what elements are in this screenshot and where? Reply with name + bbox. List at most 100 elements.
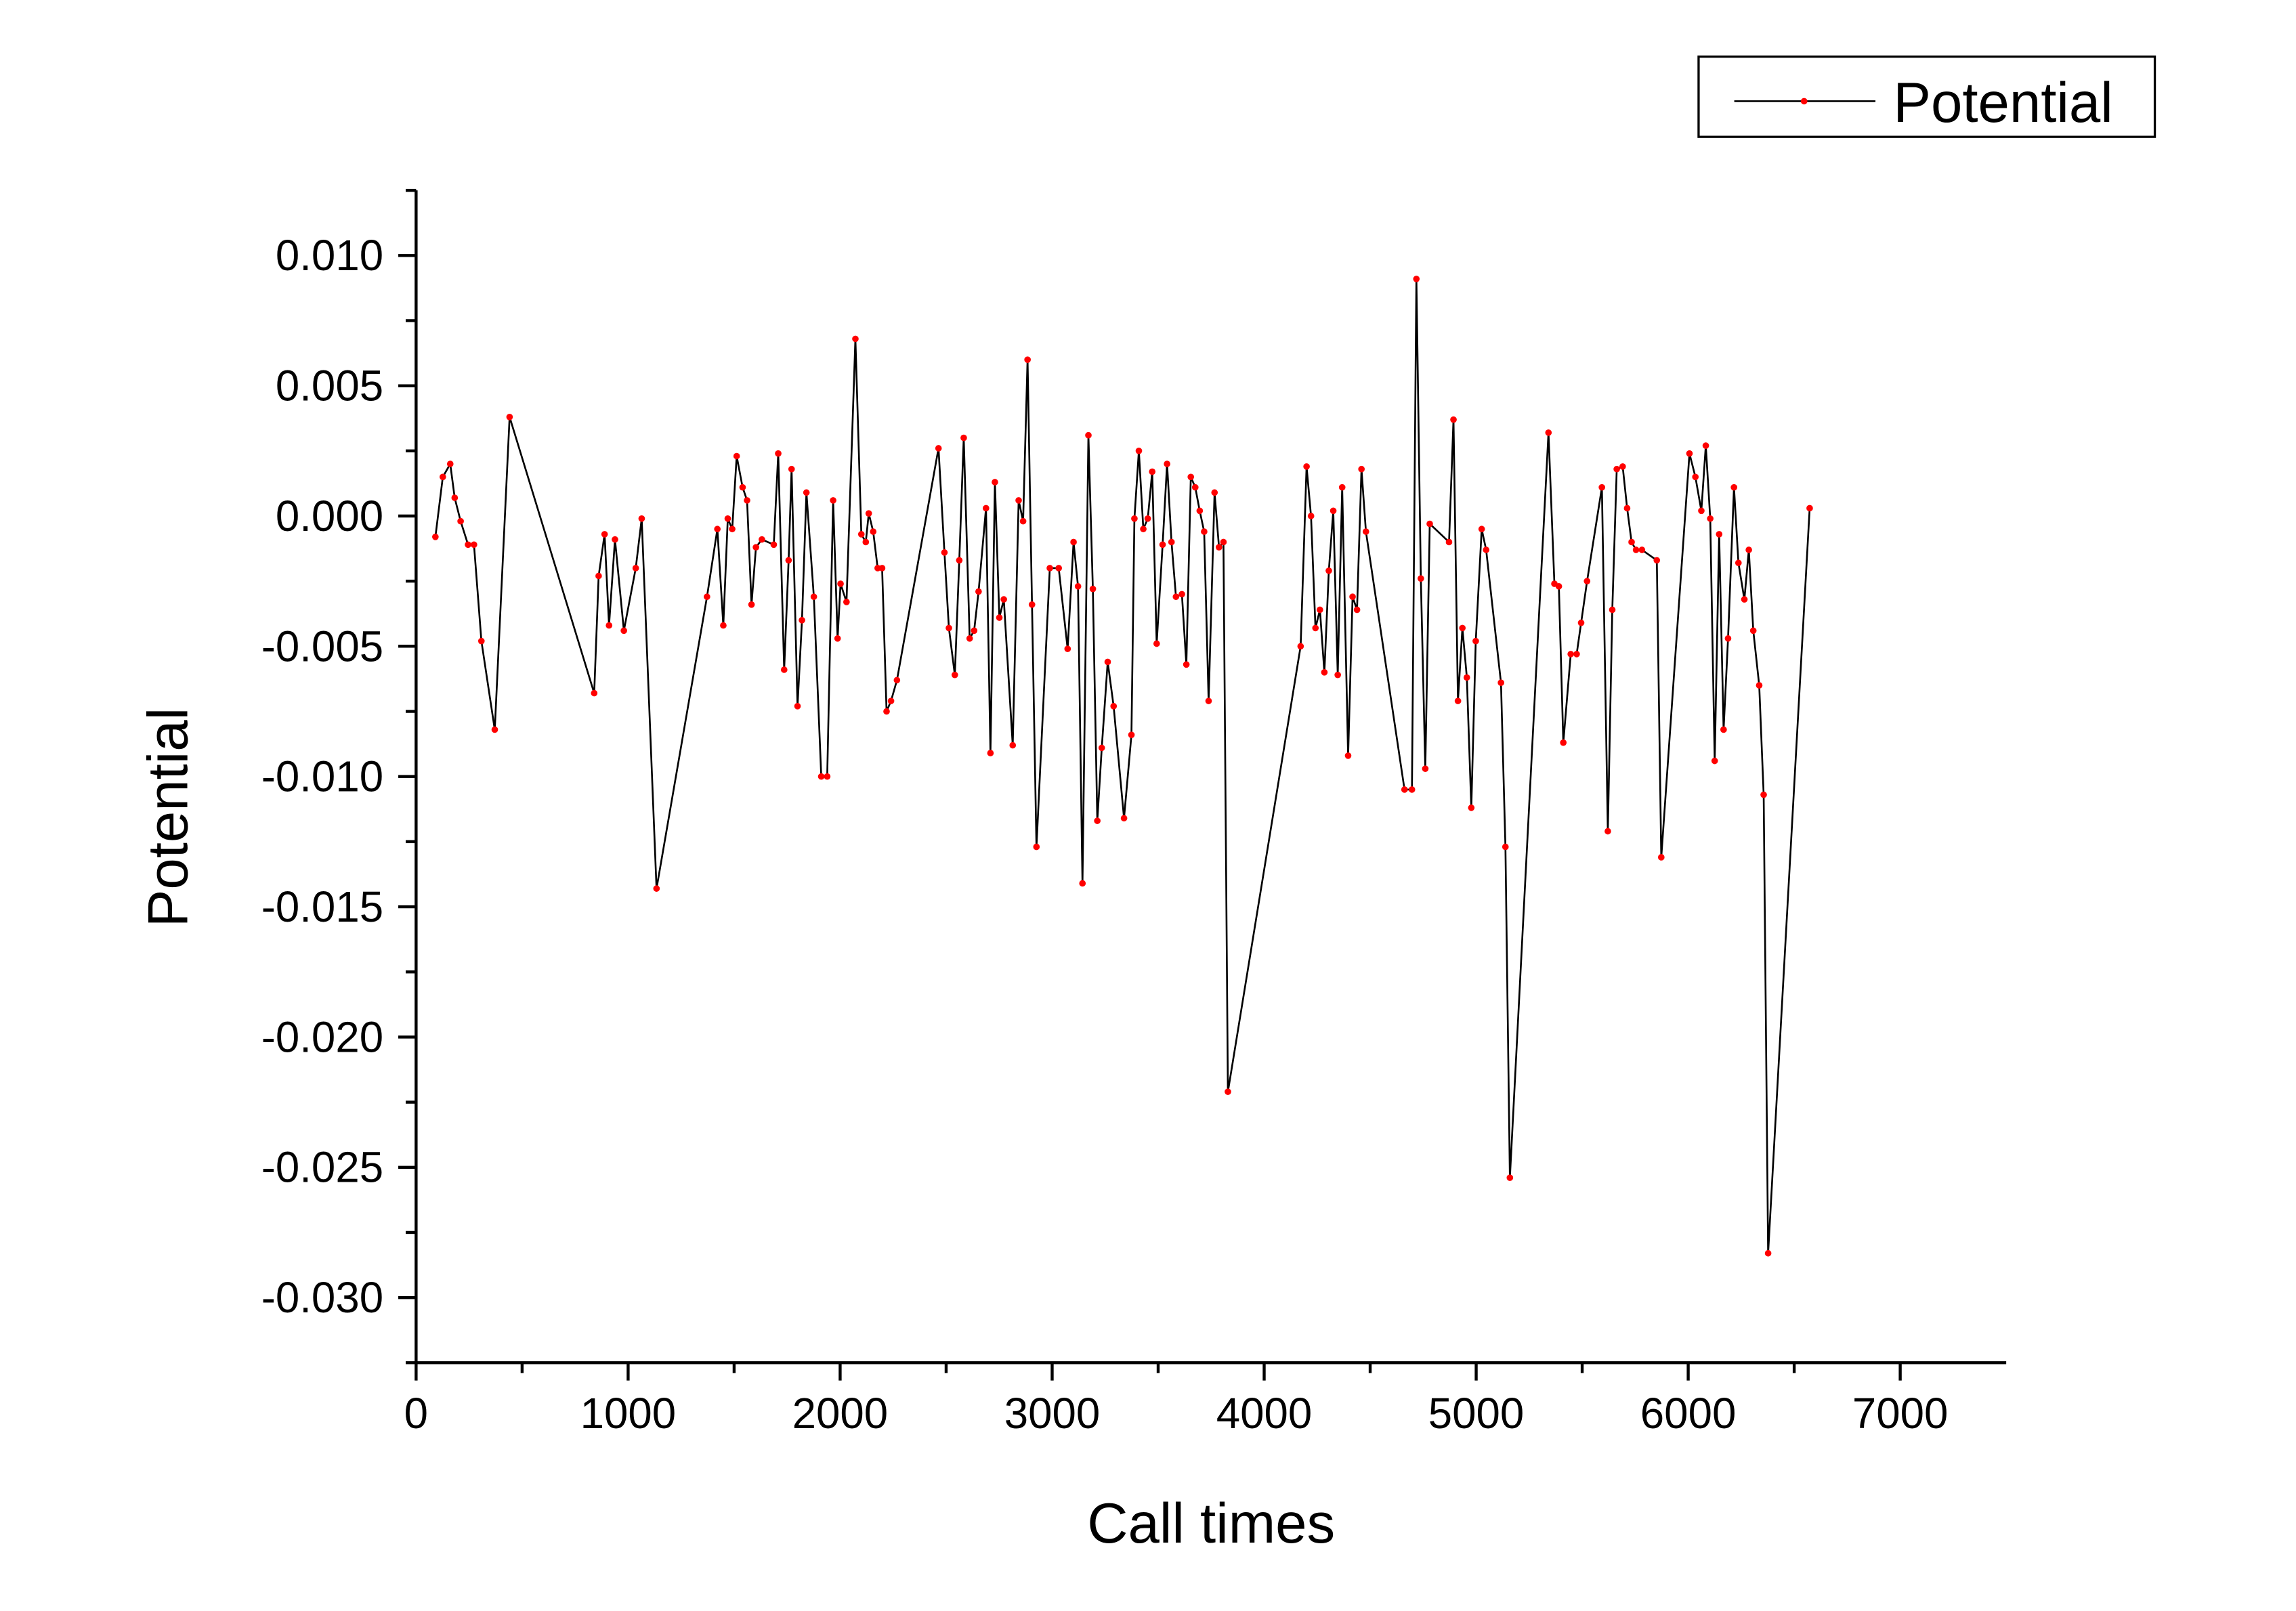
data-point: [506, 413, 513, 421]
data-point: [1015, 497, 1022, 504]
data-point: [1344, 752, 1352, 759]
data-point: [733, 452, 740, 460]
data-point: [432, 533, 439, 540]
data-point: [1653, 557, 1661, 564]
y-axis-title: Potential: [136, 708, 199, 927]
data-point: [1545, 429, 1552, 436]
data-point: [1422, 765, 1429, 772]
data-point: [612, 536, 618, 543]
x-tick-label: 1000: [580, 1390, 677, 1438]
data-point: [1577, 619, 1585, 626]
data-point: [1724, 635, 1732, 642]
legend-box: [1697, 55, 2156, 138]
data-point: [591, 689, 598, 697]
data-point: [1312, 624, 1319, 632]
data-point: [1149, 468, 1156, 475]
data-point: [1089, 585, 1097, 593]
data-point: [1024, 356, 1031, 364]
data-point: [956, 557, 963, 564]
data-point: [1178, 590, 1185, 598]
data-point: [1303, 463, 1310, 470]
data-point: [810, 593, 817, 601]
data-point: [1334, 671, 1341, 679]
data-point: [759, 536, 765, 543]
data-point: [1560, 739, 1567, 746]
data-point: [1692, 473, 1699, 481]
data-point: [799, 617, 805, 624]
plot-area: [432, 276, 1813, 1257]
data-point: [865, 510, 872, 517]
data-point: [1201, 528, 1208, 535]
y-tick-label: 0.000: [276, 492, 383, 540]
data-point: [883, 708, 890, 715]
data-point: [982, 504, 990, 512]
data-point: [857, 531, 865, 538]
data-point: [817, 773, 825, 780]
data-point: [1408, 786, 1416, 793]
data-point: [748, 601, 755, 608]
data-point: [824, 773, 831, 780]
data-point: [1716, 531, 1723, 538]
data-point: [1638, 546, 1646, 553]
data-point: [595, 572, 602, 580]
data-point: [1604, 828, 1611, 835]
data-point: [1711, 757, 1718, 765]
data-point: [720, 622, 727, 629]
data-point: [775, 450, 782, 457]
data-point: [966, 635, 973, 642]
x-tick-label: 4000: [1216, 1390, 1313, 1438]
x-tick-label: 3000: [1004, 1390, 1101, 1438]
data-point: [1196, 507, 1204, 515]
legend: Potential: [1697, 55, 2156, 138]
data-point: [794, 703, 801, 710]
data-point: [1297, 643, 1304, 650]
data-point: [1454, 697, 1462, 704]
ticks: 0 1000 2000 3000 4000 5000 6000 7000 -0.030 -0.02…: [261, 188, 1948, 1438]
legend-marker: [1800, 98, 1808, 105]
data-point: [1338, 484, 1346, 491]
data-point: [1445, 538, 1453, 546]
data-point: [1070, 538, 1077, 546]
data-point: [1567, 651, 1574, 658]
data-point: [1330, 507, 1337, 515]
data-point: [638, 515, 645, 522]
data-point: [1613, 465, 1620, 473]
data-point: [830, 497, 836, 504]
data-point: [471, 541, 477, 549]
data-point: [1745, 546, 1752, 553]
data-point: [465, 541, 471, 549]
data-point: [729, 525, 736, 533]
data-point: [941, 549, 948, 556]
data-point: [1098, 744, 1105, 752]
data-point: [1046, 565, 1053, 572]
data-point: [843, 599, 850, 605]
data-point: [457, 517, 464, 525]
data-point: [605, 622, 613, 629]
data-point: [1131, 515, 1138, 522]
y-tick-label: -0.025: [261, 1144, 383, 1192]
y-tick-label: -0.015: [261, 883, 383, 931]
data-point: [951, 671, 958, 679]
x-tick-label: 2000: [792, 1390, 889, 1438]
data-point: [653, 885, 660, 892]
data-point: [451, 494, 459, 501]
data-point: [1735, 559, 1742, 567]
data-point: [1362, 528, 1369, 535]
data-point: [1353, 606, 1361, 614]
data-point: [1741, 596, 1748, 603]
data-point: [1760, 791, 1767, 798]
data-point: [1120, 815, 1128, 822]
data-point: [1450, 416, 1457, 423]
data-point: [1168, 538, 1175, 546]
data-point: [1307, 513, 1315, 519]
data-point: [1164, 460, 1170, 467]
data-point: [992, 479, 998, 486]
x-tick-label: 6000: [1640, 1390, 1737, 1438]
data-point: [971, 627, 978, 635]
data-point: [1502, 843, 1509, 851]
data-point: [1707, 515, 1714, 522]
data-point: [780, 666, 788, 673]
data-point: [1702, 442, 1709, 449]
x-axis-title: Call times: [1087, 1492, 1335, 1555]
data-point: [1358, 465, 1365, 473]
